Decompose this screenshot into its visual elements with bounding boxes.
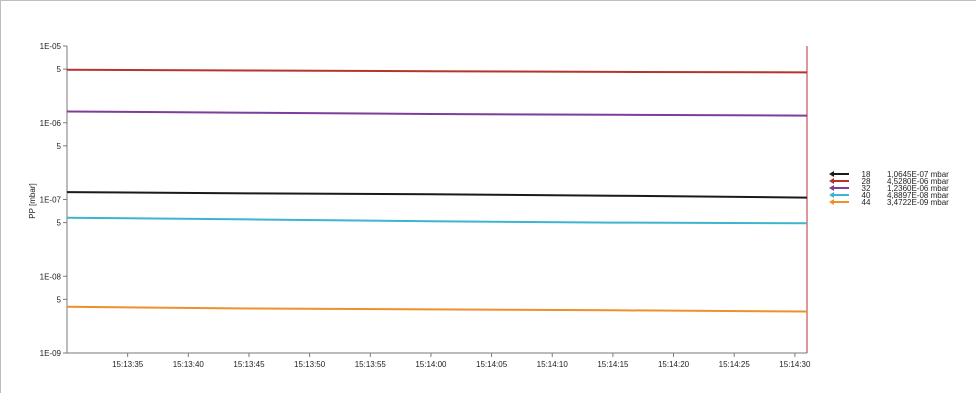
y-tick-label: 5 <box>57 219 62 228</box>
series-line-44 <box>66 305 808 313</box>
y-tick-label: 5 <box>57 65 62 74</box>
legend-arrow-icon <box>829 171 834 177</box>
series-lines <box>66 68 808 313</box>
x-tick-label: 15:14:05 <box>476 360 508 369</box>
x-tick-label: 15:13:55 <box>355 360 387 369</box>
x-tick-label: 15:13:35 <box>112 360 144 369</box>
y-tick-label: 5 <box>57 295 62 304</box>
legend-arrow-icon <box>829 185 834 191</box>
y-tick-label: 1E-09 <box>40 349 62 358</box>
legend-reading: 1,0645E-07 mbar <box>887 170 949 179</box>
legend-arrow-icon <box>829 178 834 184</box>
legend-reading: 4,5280E-06 mbar <box>887 177 949 186</box>
legend-reading: 4,8897E-08 mbar <box>887 191 949 200</box>
x-tick-label: 15:14:20 <box>658 360 690 369</box>
x-tick-label: 15:13:45 <box>233 360 265 369</box>
legend-reading: 1,2360E-06 mbar <box>887 184 949 193</box>
legend-mass: 40 <box>862 191 871 200</box>
series-line-40 <box>66 216 808 225</box>
legend-mass: 28 <box>862 177 871 186</box>
series-line-28 <box>66 68 808 74</box>
x-tick-label: 15:13:40 <box>173 360 205 369</box>
legend-mass: 18 <box>862 170 871 179</box>
x-tick-label: 15:14:25 <box>719 360 751 369</box>
x-tick-label: 15:14:15 <box>597 360 629 369</box>
x-tick-label: 15:14:00 <box>415 360 447 369</box>
x-tick-label: 15:13:50 <box>294 360 326 369</box>
legend: 18 1,0645E-07 mbar 28 4,5280E-06 mbar 32 1,23… <box>829 170 949 207</box>
y-axis-label: PP [mbar] <box>28 183 37 218</box>
y-tick-label: 1E-06 <box>40 119 62 128</box>
legend-mass: 32 <box>862 184 871 193</box>
x-tick-label: 15:14:10 <box>537 360 569 369</box>
legend-mass: 44 <box>862 198 871 207</box>
y-tick-label: 5 <box>57 142 62 151</box>
x-tick-label: 15:14:30 <box>779 360 811 369</box>
y-tick-label: 1E-05 <box>40 42 62 51</box>
legend-arrow-icon <box>829 192 834 198</box>
series-line-32 <box>66 110 808 117</box>
series-line-18 <box>66 191 808 199</box>
legend-arrow-icon <box>829 199 834 205</box>
y-tick-label: 1E-08 <box>40 272 62 281</box>
y-tick-labels: 1E-05 5 1E-06 5 1E-07 5 1E-08 5 1E-09 <box>40 42 67 358</box>
legend-reading: 3,4722E-09 mbar <box>887 198 949 207</box>
y-tick-label: 1E-07 <box>40 196 62 205</box>
x-tick-labels: 15:13:35 15:13:40 15:13:45 15:13:50 15:13:55… <box>112 353 811 369</box>
